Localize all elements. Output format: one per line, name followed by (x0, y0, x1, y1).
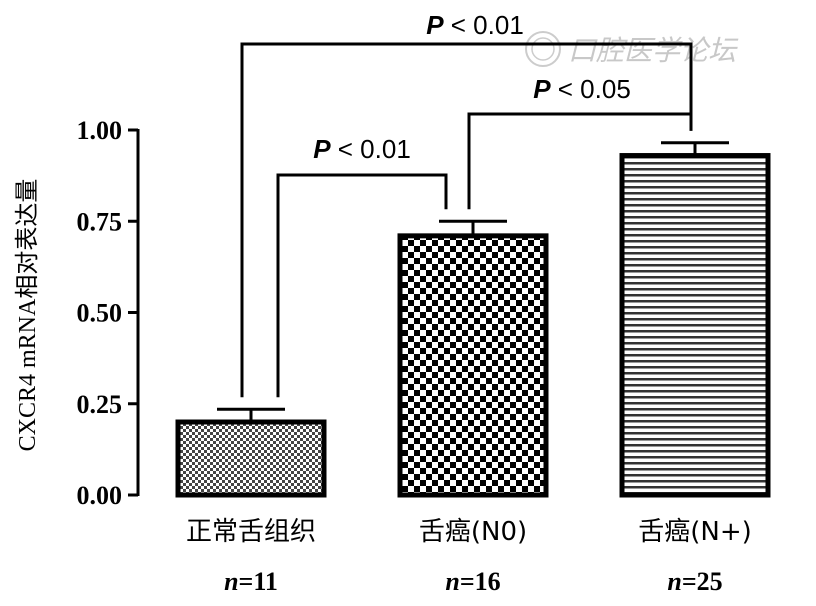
n-value: =16 (460, 567, 501, 596)
bar (175, 419, 327, 498)
p-value-label: P < 0.05 (533, 74, 631, 104)
watermark-seal (525, 31, 561, 67)
bar (619, 153, 771, 498)
y-tick-label: 0.75 (77, 207, 123, 236)
p-threshold: < 0.01 (444, 10, 524, 40)
p-symbol: P (533, 74, 551, 104)
y-axis-title: CXCR4 mRNA相对表达量 (14, 179, 41, 452)
x-category-label: 正常舌组织 (186, 517, 316, 547)
significance-bracket (240, 42, 693, 398)
p-symbol: P (313, 134, 331, 164)
x-category-label: 舌癌(N+) (638, 517, 752, 547)
y-tick-label: 0.25 (77, 390, 123, 419)
p-threshold: < 0.05 (551, 74, 631, 104)
y-tick-label: 0.50 (77, 299, 123, 328)
bar (397, 233, 549, 498)
significance-brackets: P < 0.01P < 0.05P < 0.01 (240, 10, 693, 398)
sample-size-label: n=11 (224, 567, 278, 596)
p-symbol: P (426, 10, 444, 40)
n-symbol: n (445, 567, 459, 596)
y-axis: 0.00 0.25 0.50 0.75 1.00 (77, 116, 140, 510)
bars (175, 141, 771, 498)
significance-bracket (276, 173, 448, 398)
sample-size-label: n=25 (667, 567, 722, 596)
sample-size-label: n=16 (445, 567, 500, 596)
watermark-text: 口腔医学论坛 (568, 34, 739, 67)
p-threshold: < 0.01 (331, 134, 411, 164)
n-symbol: n (667, 567, 681, 596)
y-tick-label: 0.00 (77, 481, 123, 510)
n-symbol: n (224, 567, 238, 596)
n-value: =25 (682, 567, 723, 596)
y-tick-label: 1.00 (77, 116, 123, 145)
x-category-label: 舌癌(N0) (419, 517, 527, 547)
n-value: =11 (239, 567, 278, 596)
p-value-label: P < 0.01 (426, 10, 524, 40)
p-value-label: P < 0.01 (313, 134, 411, 164)
